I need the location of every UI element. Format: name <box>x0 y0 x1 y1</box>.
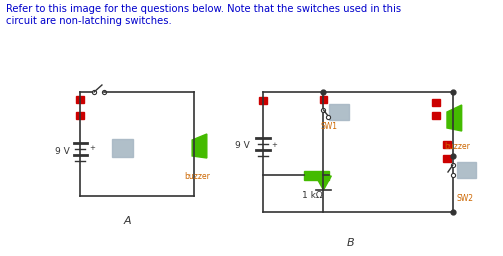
Text: +: + <box>272 142 277 148</box>
Polygon shape <box>192 134 207 158</box>
Text: 9 V: 9 V <box>55 147 69 156</box>
Bar <box>457 162 476 178</box>
Bar <box>112 139 133 157</box>
Bar <box>443 155 451 162</box>
Bar <box>443 141 451 148</box>
Text: B: B <box>347 238 355 248</box>
Text: 1 kΩ: 1 kΩ <box>302 191 322 200</box>
Text: buzzer: buzzer <box>444 142 470 151</box>
Text: +: + <box>89 145 95 151</box>
Polygon shape <box>315 176 331 190</box>
Text: SW1: SW1 <box>320 122 338 131</box>
Bar <box>76 96 85 103</box>
Bar <box>304 171 329 180</box>
Bar <box>432 99 440 106</box>
Bar <box>76 112 85 119</box>
Text: A: A <box>124 216 131 226</box>
Text: 9 V: 9 V <box>235 142 250 151</box>
Text: circuit are non-latching switches.: circuit are non-latching switches. <box>6 16 172 26</box>
Bar <box>319 96 327 103</box>
Bar <box>259 97 267 104</box>
Bar <box>329 104 349 120</box>
Polygon shape <box>447 105 462 131</box>
Text: SW2: SW2 <box>457 194 474 203</box>
Bar <box>432 112 440 119</box>
Text: buzzer: buzzer <box>184 172 210 181</box>
Text: Refer to this image for the questions below. Note that the switches used in this: Refer to this image for the questions be… <box>6 4 401 14</box>
